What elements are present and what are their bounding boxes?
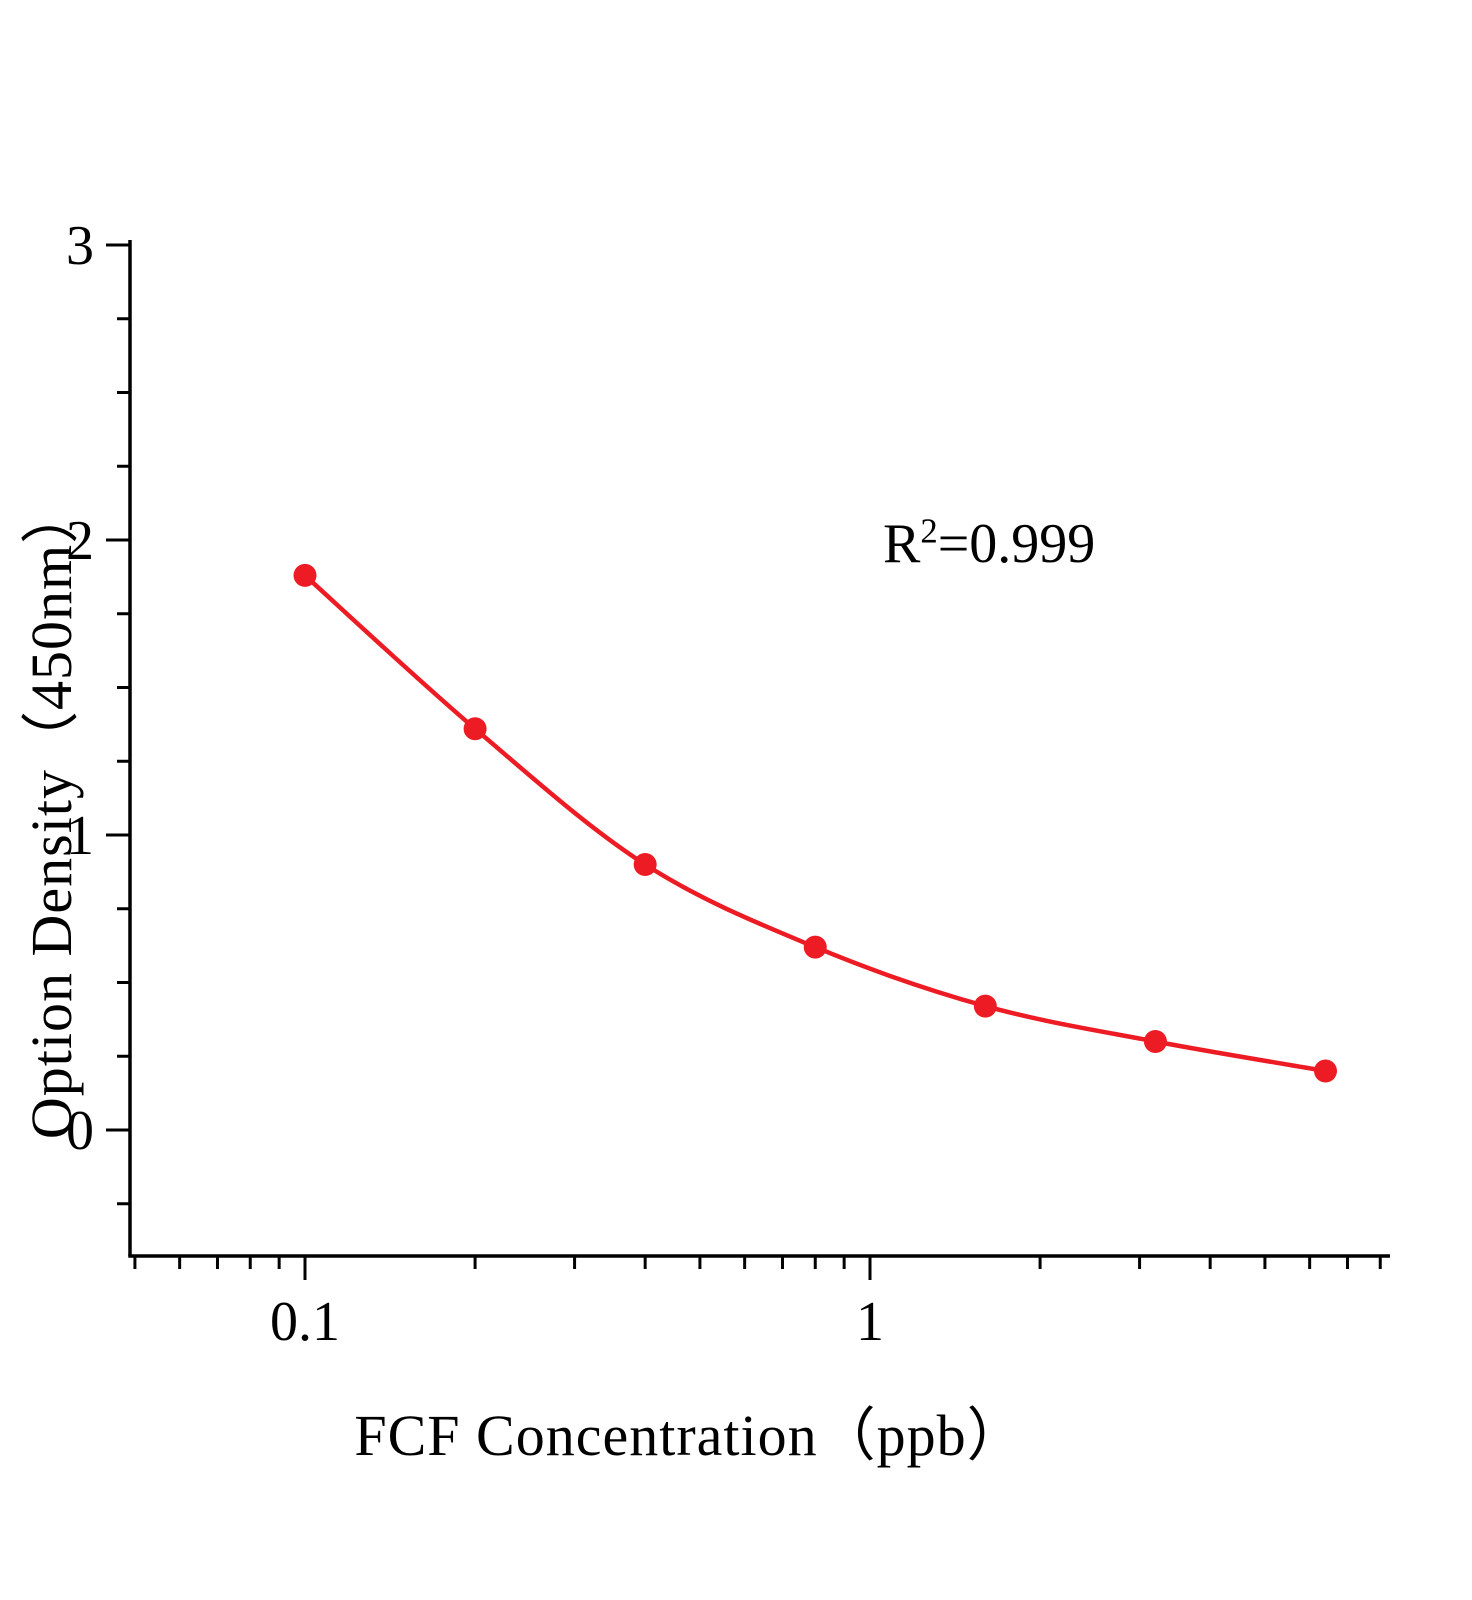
data-point: [1313, 1059, 1337, 1083]
r-squared-base: R: [883, 513, 921, 575]
y-tick-label: 3: [66, 215, 94, 277]
data-point: [633, 853, 657, 876]
r-squared-annotation: R2=0.999: [883, 512, 1095, 576]
x-axis-title: FCF Concentration（ppb）: [354, 1403, 1026, 1468]
y-tick-label: 0: [66, 1100, 94, 1162]
x-tick-label: 1: [856, 1291, 884, 1353]
y-tick-label: 2: [66, 510, 94, 572]
fit-curve: [302, 573, 1328, 1074]
y-axis-title: Option Density（450nm）: [19, 484, 84, 1140]
data-point: [1143, 1030, 1167, 1053]
data-point: [973, 994, 997, 1018]
data-point: [293, 563, 317, 587]
y-tick-label: 1: [66, 805, 94, 867]
data-point: [803, 935, 827, 959]
data-point: [463, 717, 487, 741]
r-squared-exponent: 2: [920, 511, 938, 551]
r-squared-value: =0.999: [937, 513, 1096, 575]
x-tick-label: 0.1: [270, 1291, 340, 1353]
